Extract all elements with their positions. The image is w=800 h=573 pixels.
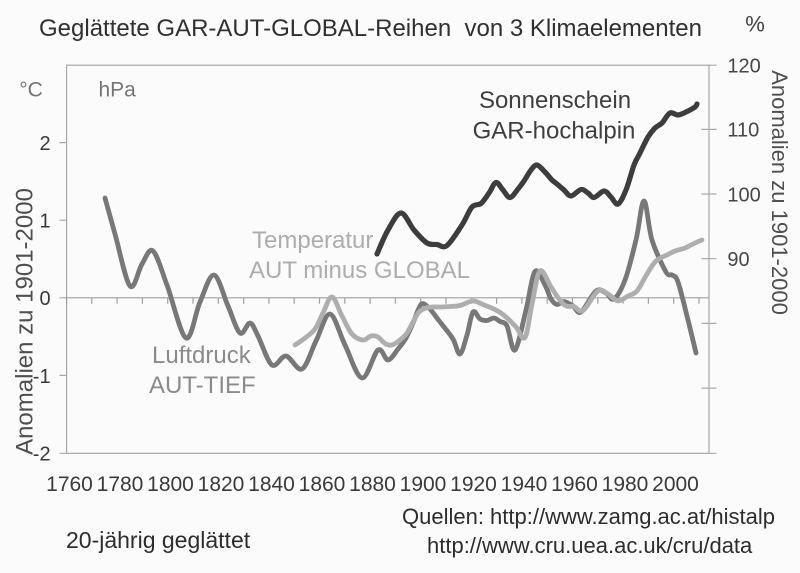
svg-text:1880: 1880 xyxy=(349,473,396,496)
svg-text:1860: 1860 xyxy=(299,473,346,496)
svg-text:Anomalien zu 1901-2000: Anomalien zu 1901-2000 xyxy=(12,188,39,455)
svg-text:1760: 1760 xyxy=(46,473,93,496)
svg-text:1940: 1940 xyxy=(501,473,548,496)
svg-text:Sonnenschein: Sonnenschein xyxy=(479,87,631,114)
svg-text:Geglättete GAR-AUT-GLOBAL-Reih: Geglättete GAR-AUT-GLOBAL-Reihen von 3 K… xyxy=(39,15,702,42)
svg-text:110: 110 xyxy=(727,120,759,142)
svg-text:AUT minus GLOBAL: AUT minus GLOBAL xyxy=(249,257,470,284)
svg-text:2: 2 xyxy=(39,133,50,155)
svg-text:AUT-TIEF: AUT-TIEF xyxy=(149,372,256,399)
svg-text:120: 120 xyxy=(727,56,760,78)
svg-text:Temperatur: Temperatur xyxy=(252,227,373,254)
svg-text:1800: 1800 xyxy=(147,473,194,496)
svg-text:-1: -1 xyxy=(33,366,51,388)
svg-text:-2: -2 xyxy=(33,443,51,465)
svg-text:1900: 1900 xyxy=(400,473,447,496)
svg-text:1920: 1920 xyxy=(450,473,497,496)
svg-text:Anomalien zu 1901-2000: Anomalien zu 1901-2000 xyxy=(767,70,792,315)
svg-text:0: 0 xyxy=(39,288,50,310)
svg-text:1840: 1840 xyxy=(248,473,295,496)
svg-text:http://www.cru.uea.ac.uk/cru/d: http://www.cru.uea.ac.uk/cru/data xyxy=(427,533,753,558)
svg-text:GAR-hochalpin: GAR-hochalpin xyxy=(473,118,636,145)
svg-text:Luftdruck: Luftdruck xyxy=(152,342,252,369)
svg-text:90: 90 xyxy=(727,249,749,271)
svg-text:100: 100 xyxy=(727,184,760,206)
svg-text:1820: 1820 xyxy=(198,473,245,496)
svg-text:20-jährig geglättet: 20-jährig geglättet xyxy=(66,527,251,553)
svg-text:2000: 2000 xyxy=(652,473,699,496)
svg-text:%: % xyxy=(745,12,765,37)
svg-text:°C: °C xyxy=(19,79,43,102)
svg-text:hPa: hPa xyxy=(99,78,137,101)
svg-text:1980: 1980 xyxy=(602,473,649,496)
svg-text:1: 1 xyxy=(39,211,50,233)
svg-text:1780: 1780 xyxy=(97,473,144,496)
svg-text:Quellen: http://www.zamg.ac.at: Quellen: http://www.zamg.ac.at/histalp xyxy=(402,504,775,529)
svg-text:1960: 1960 xyxy=(551,473,598,496)
